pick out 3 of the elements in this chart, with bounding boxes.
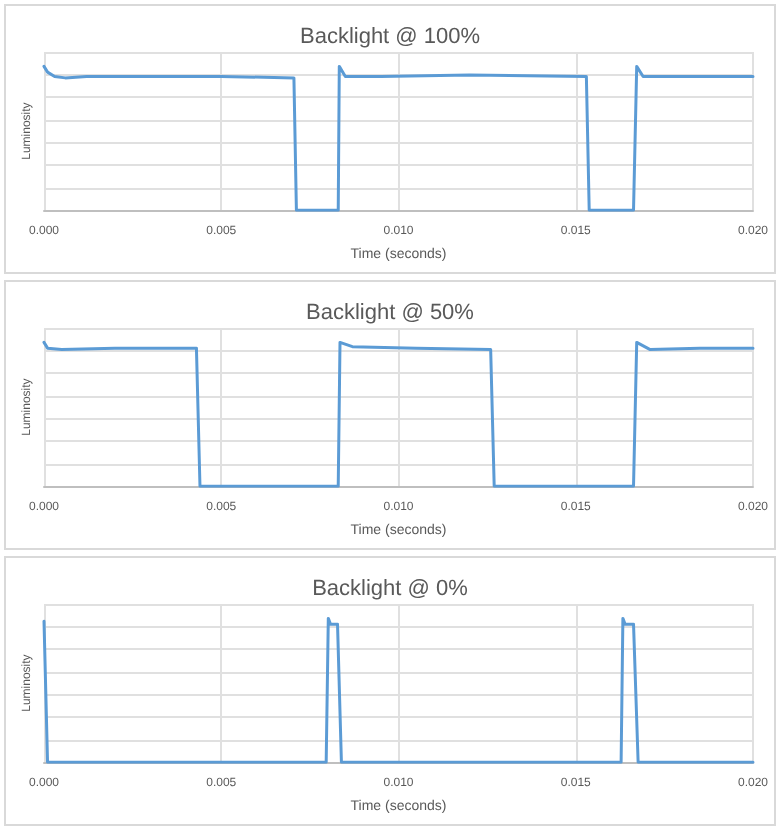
chart-title: Backlight @ 0% <box>312 577 469 601</box>
chart-title: Backlight @ 50% <box>306 301 475 325</box>
chart-title: Backlight @ 100% <box>299 25 481 49</box>
